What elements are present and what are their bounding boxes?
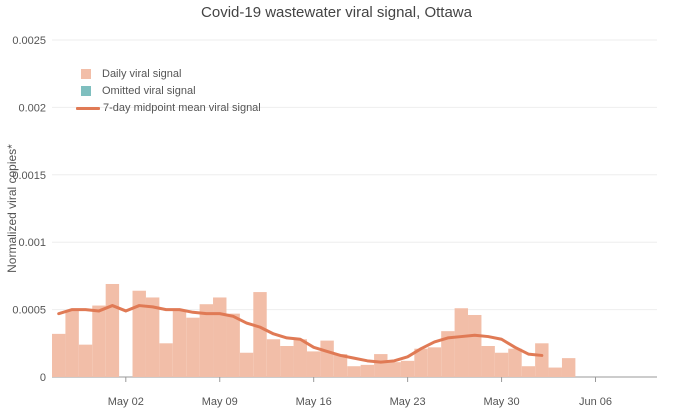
bar-daily-signal [52, 333, 66, 377]
bar-daily-signal [347, 366, 361, 377]
x-tick-label: May 02 [108, 396, 144, 408]
bar-daily-signal [65, 310, 79, 377]
bar-daily-signal [145, 297, 160, 377]
legend-item-daily[interactable]: Daily viral signal [76, 66, 261, 82]
bar-daily-signal [266, 339, 281, 377]
bar-daily-signal [494, 352, 509, 377]
bar-daily-signal [280, 345, 294, 377]
bar-daily-signal [333, 354, 348, 377]
bar-daily-signal [306, 351, 321, 377]
bar-daily-signal [159, 343, 173, 377]
y-axis-label: Normalized viral copies* [5, 144, 19, 273]
bar-daily-signal [414, 348, 428, 377]
x-tick-label: Jun 06 [579, 396, 612, 408]
bar-daily-signal [293, 339, 307, 377]
y-tick-label: 0 [40, 372, 46, 384]
y-tick-label: 0.001 [18, 237, 46, 249]
bar-daily-signal [481, 345, 495, 377]
bar-daily-signal [78, 344, 93, 377]
bar-daily-signal [468, 314, 482, 377]
bar-daily-signal [186, 317, 200, 377]
x-tick-label: May 16 [296, 396, 332, 408]
bar-daily-signal [508, 348, 522, 377]
legend: Daily viral signal Omitted viral signal … [76, 66, 261, 117]
bar-daily-signal [92, 305, 106, 377]
y-tick-label: 0.0005 [12, 305, 46, 317]
bar-daily-signal [400, 360, 415, 377]
x-tick-label: May 23 [390, 396, 426, 408]
bar-daily-signal [387, 362, 401, 377]
legend-swatch-daily [81, 69, 91, 79]
legend-swatch-mean [76, 106, 100, 110]
bar-daily-signal [561, 358, 576, 377]
legend-label-omitted: Omitted viral signal [102, 85, 196, 97]
bar-daily-signal [213, 297, 227, 377]
legend-label-daily: Daily viral signal [102, 68, 182, 80]
bar-daily-signal [320, 340, 334, 377]
bar-daily-signal [132, 290, 146, 377]
bar-daily-signal [253, 292, 267, 377]
bar-daily-signal [172, 310, 187, 377]
bar-daily-signal [441, 331, 455, 377]
bar-daily-signal [226, 313, 240, 377]
y-tick-label: 0.0015 [12, 170, 46, 182]
bar-daily-signal [454, 308, 469, 377]
x-tick-label: May 30 [484, 396, 520, 408]
legend-swatch-omitted [81, 86, 91, 96]
bar-daily-signal [535, 343, 549, 377]
legend-item-mean[interactable]: 7-day midpoint mean viral signal [76, 100, 261, 116]
bar-daily-signal [199, 304, 214, 377]
bar-daily-signal [521, 366, 536, 377]
bar-daily-signal [548, 367, 562, 377]
y-tick-label: 0.0025 [12, 35, 46, 47]
y-tick-label: 0.002 [18, 102, 46, 114]
bar-daily-signal [105, 283, 120, 377]
x-tick-label: May 09 [202, 396, 238, 408]
bar-daily-signal [239, 352, 254, 377]
legend-item-omitted[interactable]: Omitted viral signal [76, 83, 261, 99]
bar-daily-signal [360, 364, 375, 377]
bar-daily-signal [427, 347, 442, 377]
bar-daily-signal [374, 354, 388, 377]
legend-label-mean: 7-day midpoint mean viral signal [103, 102, 261, 114]
line-7day-mean [57, 304, 544, 364]
chart-title: Covid-19 wastewater viral signal, Ottawa [201, 4, 472, 21]
